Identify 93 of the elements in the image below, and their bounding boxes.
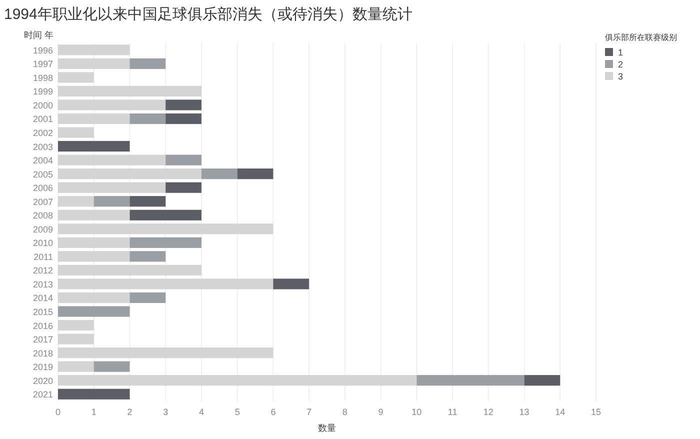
bar [58, 264, 202, 276]
bar [130, 58, 166, 69]
y-tick-label: 2021 [32, 390, 53, 400]
x-axis-title: 数量 [318, 423, 336, 433]
bar [58, 278, 274, 290]
bar [273, 278, 310, 290]
bar [58, 292, 130, 304]
bar [58, 224, 274, 234]
bar [58, 237, 130, 248]
x-tick-label: 13 [519, 407, 530, 417]
bar [130, 251, 166, 262]
bar [58, 361, 94, 372]
bar [58, 140, 130, 152]
bar [130, 210, 202, 220]
x-tick-label: 12 [483, 407, 494, 417]
bar [58, 320, 94, 331]
bar [94, 196, 130, 207]
y-tick-label: 2008 [32, 210, 53, 221]
x-tick-label: 11 [448, 407, 458, 417]
y-tick-label: 2003 [32, 142, 53, 152]
chart-title: 1994年职业化以来中国足球俱乐部消失（或待消失）数量统计 [4, 6, 412, 23]
y-tick-label: 2002 [32, 128, 53, 138]
x-tick-label: 10 [412, 407, 422, 417]
bar [58, 100, 166, 110]
y-tick-label: 1996 [32, 45, 53, 56]
y-tick-label: 2017 [32, 334, 53, 345]
bar [166, 113, 202, 124]
x-tick-label: 9 [378, 407, 384, 417]
bar [58, 44, 130, 56]
bar [58, 196, 94, 207]
x-tick-label: 7 [306, 407, 312, 417]
y-tick-label: 2010 [32, 238, 53, 248]
bar [58, 251, 130, 262]
x-tick-label: 0 [55, 407, 61, 417]
bar [416, 375, 524, 386]
bar [58, 154, 166, 166]
bar [130, 292, 166, 304]
y-tick-label: 2005 [32, 169, 53, 180]
y-tick-label: 2016 [32, 320, 53, 331]
bar [130, 113, 166, 124]
bar [58, 210, 130, 220]
y-tick-label: 2000 [32, 100, 53, 110]
bar [166, 100, 202, 110]
x-tick-label: 2 [127, 407, 132, 417]
legend-title: 俱乐部所在联赛级别 [605, 33, 677, 42]
bar [201, 168, 238, 180]
y-tick-label: 2014 [32, 293, 53, 304]
bar [237, 168, 274, 180]
y-tick-label: 2006 [32, 183, 53, 194]
y-tick-label: 2012 [32, 266, 53, 276]
bar [58, 182, 166, 193]
bar [58, 86, 202, 96]
bar [58, 127, 94, 138]
bar [524, 375, 560, 386]
y-tick-label: 1999 [32, 86, 53, 97]
legend-label: 3 [618, 72, 624, 82]
y-tick-label: 2001 [32, 114, 53, 124]
y-tick-label: 2011 [34, 252, 53, 262]
y-tick-label: 1998 [32, 72, 53, 83]
bar [58, 72, 94, 83]
bar [58, 168, 202, 180]
bar [58, 306, 130, 317]
bar [94, 361, 130, 372]
x-tick-label: 5 [234, 407, 240, 417]
x-tick-label: 3 [163, 407, 168, 417]
y-tick-label: 2020 [32, 376, 53, 386]
y-tick-label: 1997 [32, 59, 53, 70]
y-tick-label: 2004 [32, 156, 53, 166]
x-tick-label: 1 [91, 407, 96, 417]
bar [58, 113, 130, 124]
bar [58, 58, 130, 69]
y-tick-label: 2019 [32, 362, 53, 372]
y-tick-label: 2007 [32, 196, 53, 207]
y-tick-label: 2013 [32, 279, 53, 290]
bar [130, 196, 166, 207]
x-tick-label: 15 [590, 407, 602, 417]
x-tick-label: 8 [342, 407, 348, 417]
x-tick-label: 14 [555, 407, 566, 417]
y-tick-label: 2015 [32, 307, 53, 317]
bar [58, 334, 94, 344]
y-axis-title: 时间 年 [24, 30, 54, 40]
bar [166, 154, 202, 166]
x-tick-label: 6 [270, 407, 276, 417]
legend-label: 1 [618, 48, 624, 58]
y-tick-label: 2018 [32, 348, 53, 358]
bar [166, 182, 202, 193]
bar [130, 237, 202, 248]
y-tick-label: 2009 [32, 224, 53, 234]
legend-label: 2 [618, 60, 624, 70]
bar [58, 348, 274, 358]
bar [58, 375, 417, 386]
x-tick-label: 4 [198, 407, 204, 417]
bar [58, 388, 130, 400]
